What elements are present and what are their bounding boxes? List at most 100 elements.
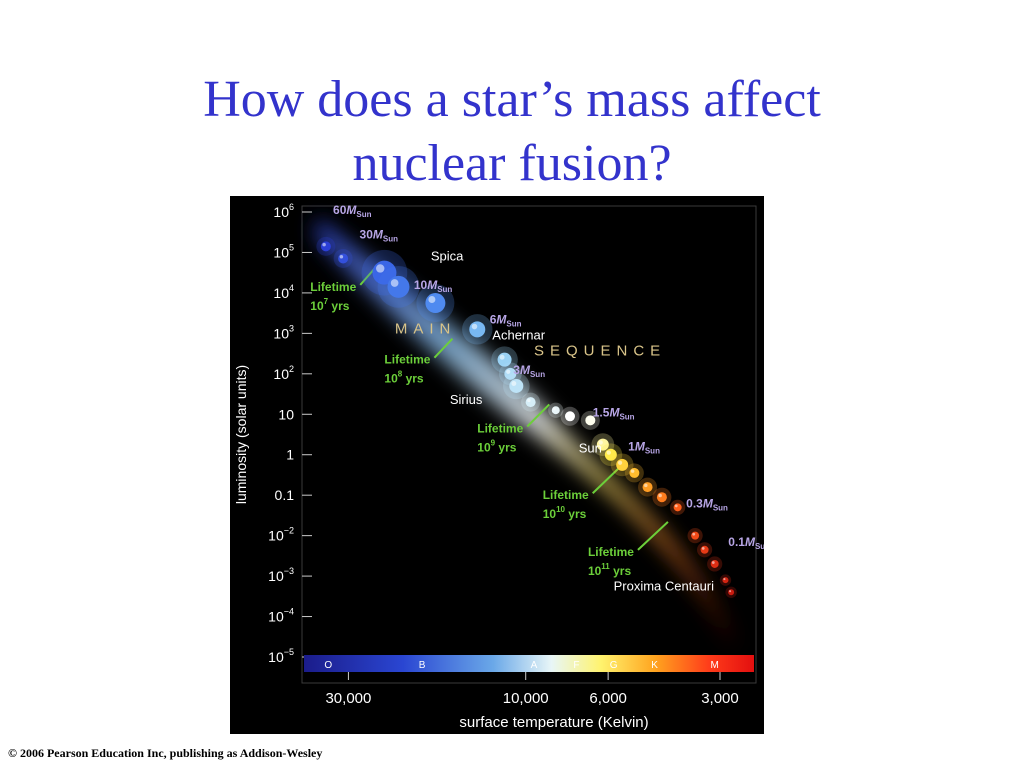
mass-label: 0.1MSun bbox=[728, 535, 764, 551]
lifetime-unit: yrs bbox=[495, 440, 517, 454]
mass-unit-subscript: Sun bbox=[530, 370, 545, 379]
y-tick-base: 10 bbox=[268, 568, 284, 584]
y-tick-label: 102 bbox=[273, 364, 294, 382]
lifetime-value: 109 yrs bbox=[477, 438, 516, 454]
mass-unit-subscript: Sun bbox=[383, 234, 398, 243]
star-highlight bbox=[711, 561, 715, 564]
lifetime-value: 107 yrs bbox=[310, 297, 349, 313]
x-tick-label: 6,000 bbox=[589, 690, 627, 707]
lifetime-unit: yrs bbox=[402, 372, 424, 386]
mass-unit: M bbox=[520, 363, 531, 377]
x-axis: 30,000 10,000 6,000 3,000 surface temperatur… bbox=[325, 672, 739, 731]
lifetime-leader-line bbox=[592, 467, 620, 494]
lifetime-exponent: 11 bbox=[601, 562, 610, 571]
star-highlight bbox=[644, 483, 648, 488]
star-highlight bbox=[658, 493, 662, 498]
x-tick-label: 3,000 bbox=[701, 690, 739, 707]
star-point bbox=[469, 321, 486, 338]
y-tick-label: 10−2 bbox=[268, 526, 294, 544]
y-tick-exponent: 2 bbox=[289, 364, 294, 374]
mass-label: 1.5MSun bbox=[593, 405, 635, 421]
y-tick-exponent: 6 bbox=[289, 202, 294, 212]
y-tick-label: 104 bbox=[273, 283, 294, 301]
mass-unit-subscript: Sun bbox=[619, 412, 634, 421]
star-point bbox=[691, 531, 700, 540]
spectral-class-label: G bbox=[610, 660, 618, 671]
y-tick-exponent: −4 bbox=[284, 607, 294, 617]
star-highlight bbox=[552, 407, 556, 411]
mass-value: 30 bbox=[360, 227, 374, 241]
mass-value: 1 bbox=[628, 440, 635, 454]
star-highlight bbox=[723, 578, 726, 581]
star-highlight bbox=[598, 440, 603, 445]
mass-unit: M bbox=[703, 496, 714, 510]
lifetime-title: Lifetime bbox=[384, 353, 430, 367]
lifetime-base: 10 bbox=[543, 507, 557, 521]
star-highlight bbox=[511, 381, 517, 386]
star-point bbox=[710, 559, 719, 568]
y-tick-exponent: 3 bbox=[289, 323, 294, 333]
hr-diagram-svg: 1061051041031021010.110−210−310−410−5lum… bbox=[233, 202, 764, 731]
slide-title-line-1: How does a star’s mass affect bbox=[203, 71, 821, 128]
lifetime-base: 10 bbox=[477, 440, 491, 454]
mass-value: 60 bbox=[333, 203, 347, 217]
star-highlight bbox=[506, 369, 511, 374]
y-tick-label: 1 bbox=[286, 447, 294, 463]
y-tick-label: 106 bbox=[273, 202, 294, 220]
x-axis-label: surface temperature (Kelvin) bbox=[459, 714, 648, 731]
star-point bbox=[525, 397, 536, 408]
star-name-label: Sun bbox=[579, 441, 602, 456]
star-name-label: Achernar bbox=[492, 327, 545, 342]
lifetime-unit: yrs bbox=[328, 299, 350, 313]
plot-frame bbox=[301, 205, 757, 684]
lifetime-leader-line bbox=[637, 521, 669, 551]
x-tick-label: 10,000 bbox=[503, 690, 549, 707]
lifetime-base: 10 bbox=[588, 564, 602, 578]
lifetime-title: Lifetime bbox=[543, 488, 589, 502]
star-highlight bbox=[701, 546, 705, 550]
copyright-notice: © 2006 Pearson Education Inc, publishing… bbox=[8, 746, 323, 760]
star-point bbox=[700, 545, 709, 554]
lifetime-title: Lifetime bbox=[477, 421, 523, 435]
y-tick-label: 10−3 bbox=[268, 566, 294, 584]
star-point bbox=[656, 492, 667, 503]
y-tick-exponent: −3 bbox=[284, 566, 294, 576]
y-tick-label: 105 bbox=[273, 242, 294, 260]
lifetime-exponent: 8 bbox=[398, 370, 403, 379]
spectral-class-label: O bbox=[324, 660, 332, 671]
lifetime-exponent: 10 bbox=[556, 505, 565, 514]
star-highlight bbox=[390, 279, 399, 287]
slide-title: How does a star’s mass affect nuclear fu… bbox=[0, 68, 1024, 196]
y-tick-exponent: −5 bbox=[284, 647, 294, 657]
lifetime-leader-line bbox=[526, 403, 550, 428]
y-axis-label: luminosity (solar units) bbox=[233, 365, 249, 504]
mass-unit: M bbox=[373, 227, 384, 241]
star-points bbox=[316, 236, 737, 598]
star-highlight bbox=[471, 323, 478, 330]
star-point bbox=[629, 467, 640, 478]
lifetime-value: 1011 yrs bbox=[588, 562, 632, 578]
star-point bbox=[673, 503, 682, 512]
mass-unit-subscript: Sun bbox=[645, 447, 660, 456]
mass-unit-subscript: Sun bbox=[437, 285, 452, 294]
star-name-label: Spica bbox=[431, 249, 464, 264]
y-tick-exponent: −2 bbox=[284, 526, 294, 536]
star-point bbox=[551, 406, 560, 415]
star-highlight bbox=[674, 504, 678, 508]
star-highlight bbox=[586, 416, 591, 421]
mass-label: 30MSun bbox=[360, 227, 399, 243]
mass-value: 10 bbox=[414, 278, 428, 292]
y-tick-label: 10−5 bbox=[268, 647, 294, 665]
star-highlight bbox=[630, 469, 635, 473]
mass-value: 0.3 bbox=[686, 496, 703, 510]
mass-unit-subscript: Sun bbox=[506, 319, 521, 328]
mass-label: 60MSun bbox=[333, 203, 372, 219]
lifetime-base: 10 bbox=[310, 299, 324, 313]
mass-unit: M bbox=[635, 440, 646, 454]
y-tick-base: 10 bbox=[268, 528, 284, 544]
star-name-label: Proxima Centauri bbox=[614, 578, 715, 593]
lifetime-exponent: 7 bbox=[324, 297, 329, 306]
lifetime-leader-line bbox=[433, 338, 454, 359]
y-tick-base: 10 bbox=[268, 609, 284, 625]
